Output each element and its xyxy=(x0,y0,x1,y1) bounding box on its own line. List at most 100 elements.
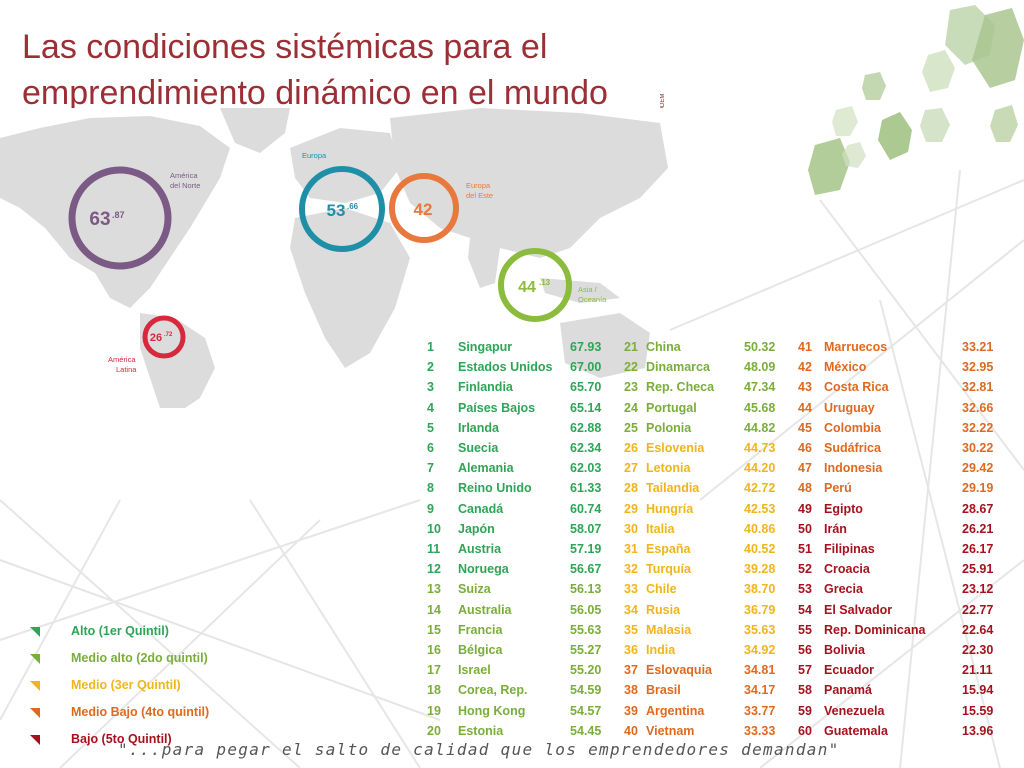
ranking-score: 36.79 xyxy=(744,602,776,617)
ranking-rank: 8 xyxy=(427,481,434,496)
ranking-score: 61.33 xyxy=(570,481,602,496)
ranking-country: Finlandia xyxy=(458,380,513,395)
ranking-rank: 58 xyxy=(798,683,812,698)
ranking-country: Colombia xyxy=(824,420,881,435)
ranking-score: 34.92 xyxy=(744,643,776,657)
page-title: Las condiciones sistémicas para el empre… xyxy=(22,24,682,116)
region-label-asia-oceania-1: Asia / xyxy=(578,285,598,294)
ranking-country: Tailandia xyxy=(646,481,700,496)
ranking-score: 29.42 xyxy=(962,461,994,476)
ranking-rank: 14 xyxy=(427,602,441,617)
ranking-rank: 34 xyxy=(624,602,638,617)
ranking-rank: 25 xyxy=(624,420,638,435)
ranking-score: 62.03 xyxy=(570,461,602,476)
ranking-country: Irlanda xyxy=(458,420,499,435)
region-asia-oceania: 44 .13 Asia / Oceanía xyxy=(498,248,607,322)
region-ring-asia-oceania xyxy=(498,248,572,322)
ranking-country: Suecia xyxy=(458,441,499,455)
ranking-rank: 9 xyxy=(427,501,434,516)
ranking-score: 45.68 xyxy=(744,400,776,415)
ranking-score: 55.27 xyxy=(570,643,602,657)
ranking-country: Filipinas xyxy=(824,542,875,556)
ranking-rank: 44 xyxy=(798,400,812,415)
ranking-rank: 11 xyxy=(427,542,441,556)
ranking-country: Portugal xyxy=(646,400,697,415)
ranking-rank: 6 xyxy=(427,441,434,455)
ranking-rank: 48 xyxy=(798,481,812,496)
ranking-score: 40.86 xyxy=(744,521,776,536)
ranking-score: 21.11 xyxy=(962,663,993,678)
region-ring-europe xyxy=(299,166,385,252)
ranking-country: Rusia xyxy=(646,602,681,617)
region-north-america: 63 .87 América del Norte xyxy=(68,166,200,270)
ranking-rank: 52 xyxy=(798,562,812,577)
legend-triangle-icon xyxy=(30,654,40,664)
ranking-score: 38.70 xyxy=(744,582,776,597)
ranking-rank: 39 xyxy=(624,703,638,718)
region-score-decimal-europe: .66 xyxy=(347,202,359,211)
ranking-country: Austria xyxy=(458,542,502,556)
title-line-2: emprendimiento dinámico en el mundo xyxy=(22,74,608,112)
ranking-country: Australia xyxy=(458,602,512,617)
ranking-rank: 46 xyxy=(798,441,812,455)
ranking-score: 22.30 xyxy=(962,643,994,657)
ranking-rank: 30 xyxy=(624,521,638,536)
ranking-rank: 10 xyxy=(427,521,441,536)
ranking-country: Brasil xyxy=(646,683,681,698)
legend-label: Bajo (5to Quintil) xyxy=(71,732,172,746)
ranking-score: 67.93 xyxy=(570,340,602,354)
region-label-latin-america-2: Latina xyxy=(116,365,137,374)
ranking-rank: 59 xyxy=(798,703,812,718)
region-label-latin-america-1: América xyxy=(108,355,136,364)
ranking-rank: 12 xyxy=(427,562,441,577)
ranking-country: Vietnam xyxy=(646,723,695,738)
ranking-rank: 33 xyxy=(624,582,638,597)
ranking-score: 56.05 xyxy=(570,602,602,617)
ranking-score: 29.19 xyxy=(962,481,994,496)
ranking-rank: 2 xyxy=(427,360,434,375)
ranking-rank: 20 xyxy=(427,723,441,738)
ranking-country: Bolivia xyxy=(824,643,865,657)
ranking-score: 22.64 xyxy=(962,622,994,637)
ranking-rank: 60 xyxy=(798,723,812,738)
ranking-rank: 43 xyxy=(798,380,812,395)
ranking-country: Perú xyxy=(824,481,852,496)
ranking-score: 33.21 xyxy=(962,340,994,354)
decorative-hexagons xyxy=(808,5,1024,195)
ranking-rank: 28 xyxy=(624,481,638,496)
ranking-score: 25.91 xyxy=(962,562,994,577)
ranking-country: Costa Rica xyxy=(824,380,889,395)
region-score-decimal-latin-america: .72 xyxy=(164,332,173,338)
ranking-score: 42.72 xyxy=(744,481,776,496)
ranking-score: 65.70 xyxy=(570,380,602,395)
ranking-country: Turquía xyxy=(646,562,691,577)
ranking-country: Corea, Rep. xyxy=(458,683,528,698)
ranking-country: Sudáfrica xyxy=(824,441,881,455)
ranking-country: Polonia xyxy=(646,420,692,435)
ranking-rank: 3 xyxy=(427,380,434,395)
region-score-north-america: 63 xyxy=(89,209,110,230)
ranking-score: 34.81 xyxy=(744,663,776,678)
ranking-rank: 35 xyxy=(624,622,638,637)
ranking-rank: 16 xyxy=(427,643,441,657)
ranking-country: Eslovaquia xyxy=(646,663,712,678)
ranking-score: 54.59 xyxy=(570,683,602,698)
ranking-rank: 22 xyxy=(624,360,638,375)
legend-label: Medio (3er Quintil) xyxy=(71,678,181,692)
ranking-score: 15.59 xyxy=(962,703,994,718)
ranking-country: Reino Unido xyxy=(458,481,532,496)
ranking-country: España xyxy=(646,542,691,556)
ranking-rank: 42 xyxy=(798,360,812,375)
ranking-score: 44.82 xyxy=(744,420,776,435)
ranking-score: 65.14 xyxy=(570,400,602,415)
ranking-country: Chile xyxy=(646,582,677,597)
ranking-score: 54.57 xyxy=(570,703,602,718)
legend-triangle-icon xyxy=(30,708,40,718)
ranking-rank: 54 xyxy=(798,602,812,617)
ranking-rank: 51 xyxy=(798,542,812,556)
region-score-decimal-asia-oceania: .13 xyxy=(539,278,551,287)
ranking-country: Alemania xyxy=(458,461,514,476)
ranking-score: 55.63 xyxy=(570,622,602,637)
ranking-rank: 36 xyxy=(624,643,638,657)
